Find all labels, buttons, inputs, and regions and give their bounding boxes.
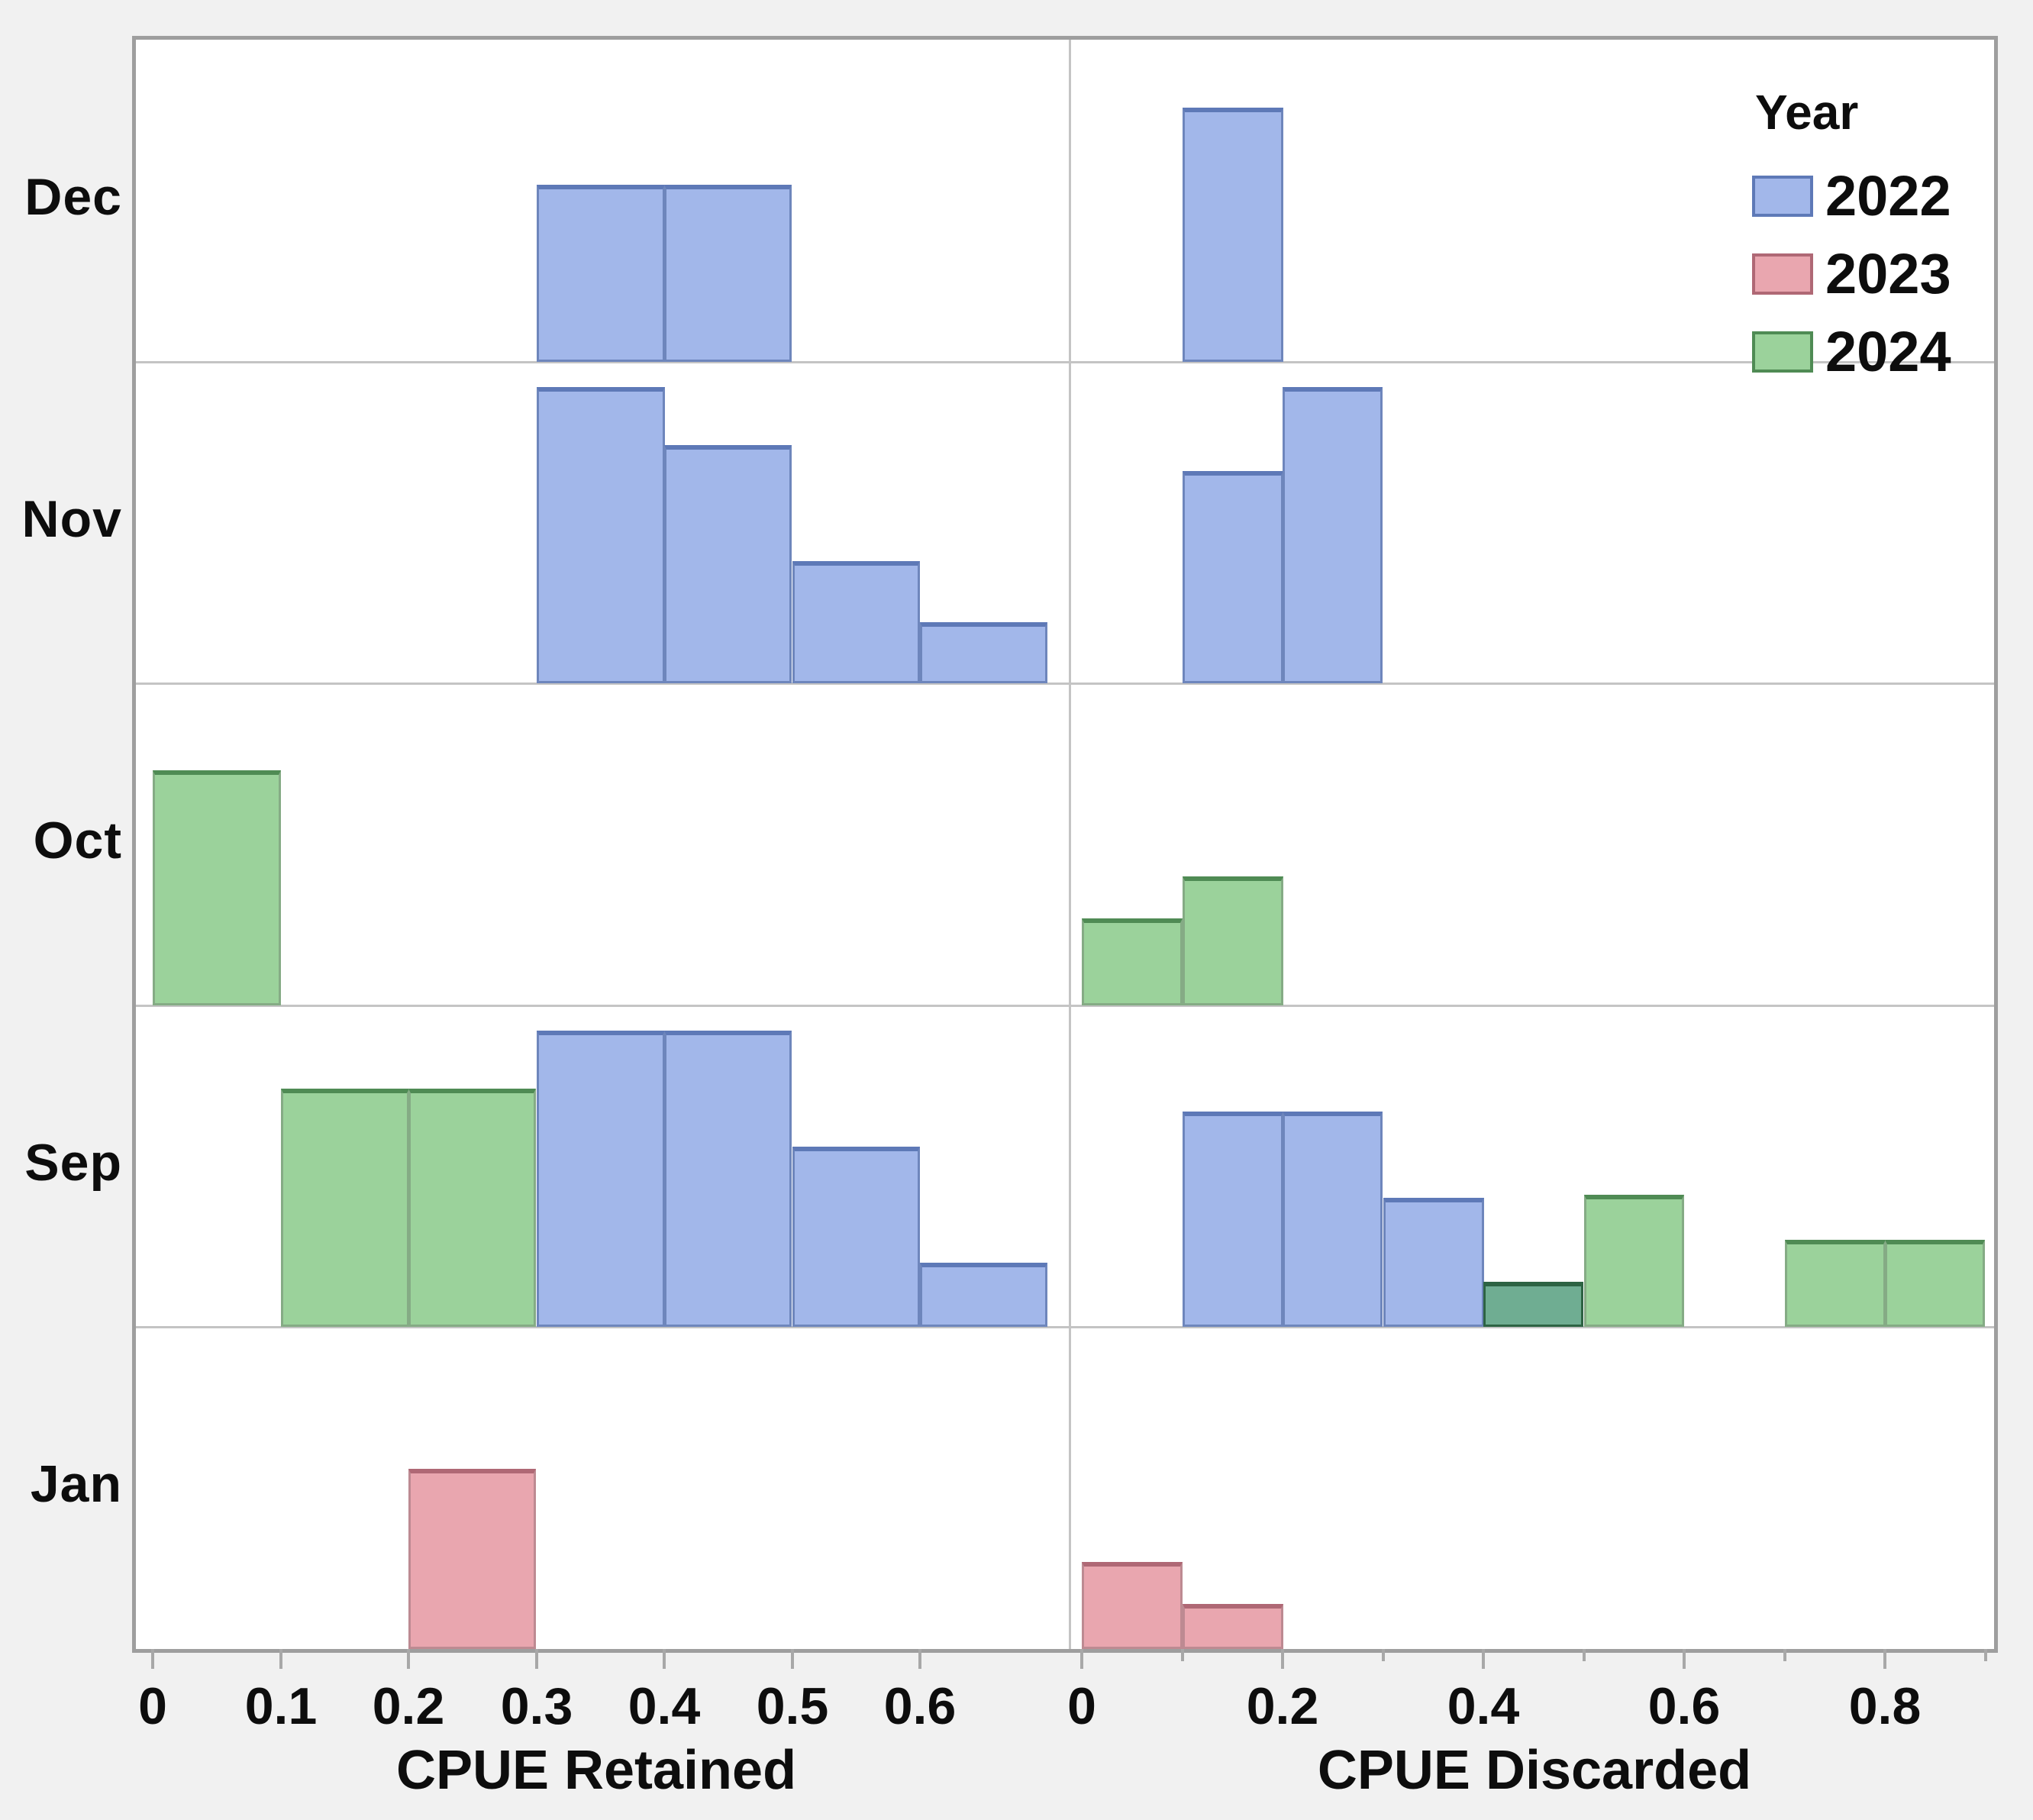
minor-tick-discarded-0.7: [1783, 1649, 1786, 1661]
histogram-bar-nov-discarded-0.1[interactable]: [1183, 471, 1283, 683]
legend-swatch-2023: [1752, 253, 1813, 295]
tick-label-discarded-0: 0: [1067, 1677, 1096, 1735]
histogram-bar-nov-discarded-0.2[interactable]: [1283, 387, 1383, 683]
tick-label-discarded-0.2: 0.2: [1246, 1677, 1319, 1735]
month-label-oct: Oct: [33, 812, 122, 870]
tick-retained-0.3: [535, 1649, 538, 1669]
histogram-bar-oct-discarded-0.1[interactable]: [1183, 876, 1283, 1005]
legend-swatch-2024: [1752, 331, 1813, 373]
tick-label-discarded-0.6: 0.6: [1647, 1677, 1721, 1735]
tick-label-discarded-0.4: 0.4: [1447, 1677, 1520, 1735]
tick-label-retained-0.5: 0.5: [756, 1677, 829, 1735]
histogram-bar-nov-retained-0.5[interactable]: [792, 561, 920, 683]
tick-label-retained-0.4: 0.4: [628, 1677, 701, 1735]
tick-label-retained-0.3: 0.3: [500, 1677, 573, 1735]
tick-retained-0.6: [918, 1649, 921, 1669]
month-label-sep: Sep: [24, 1134, 122, 1192]
plot-area: [132, 36, 1998, 1653]
histogram-bar-sep-retained-0.2[interactable]: [408, 1089, 536, 1327]
histogram-bar-sep-discarded-0.3[interactable]: [1383, 1198, 1484, 1327]
histogram-bar-sep-discarded-0.7[interactable]: [1785, 1240, 1886, 1327]
histogram-bar-sep-retained-0.1[interactable]: [281, 1089, 409, 1327]
legend-label-2023: 2023: [1825, 242, 1951, 305]
histogram-bar-sep-retained-0.4[interactable]: [664, 1031, 792, 1327]
histogram-bar-oct-retained-0[interactable]: [153, 770, 281, 1005]
x-axis-title-retained: CPUE Retained: [395, 1740, 797, 1801]
legend-item-2024[interactable]: 2024: [1752, 324, 1951, 380]
histogram-bar-sep-retained-0.3[interactable]: [537, 1031, 665, 1327]
histogram-bar-sep-retained-0.5[interactable]: [792, 1147, 920, 1327]
facet-row-separator: [136, 1005, 1994, 1007]
panel-divider: [1069, 40, 1071, 1649]
tick-retained-0.5: [791, 1649, 794, 1669]
histogram-bar-sep-discarded-0.8[interactable]: [1885, 1240, 1985, 1327]
month-label-nov: Nov: [21, 490, 122, 548]
month-label-dec: Dec: [24, 168, 122, 226]
legend-label-2022: 2022: [1825, 164, 1951, 228]
histogram-bar-jan-retained-0.2[interactable]: [408, 1469, 536, 1649]
x-axis-title-discarded: CPUE Discarded: [1317, 1740, 1752, 1801]
histogram-bar-jan-discarded-0[interactable]: [1082, 1562, 1183, 1649]
histogram-bar-dec-discarded-0.1[interactable]: [1183, 108, 1283, 362]
histogram-bar-jan-discarded-0.1[interactable]: [1183, 1604, 1283, 1649]
histogram-bar-nov-retained-0.6[interactable]: [920, 622, 1047, 683]
tick-label-discarded-0.8: 0.8: [1848, 1677, 1922, 1735]
tick-retained-0.4: [663, 1649, 666, 1669]
tick-label-retained-0.6: 0.6: [883, 1677, 957, 1735]
histogram-bar-oct-discarded-0[interactable]: [1082, 918, 1183, 1005]
tick-label-retained-0: 0: [138, 1677, 167, 1735]
legend-item-2023[interactable]: 2023: [1752, 246, 1951, 302]
tick-discarded-0.2: [1281, 1649, 1284, 1669]
tick-retained-0: [151, 1649, 154, 1669]
minor-tick-discarded-0.9: [1984, 1649, 1987, 1661]
legend-item-2022[interactable]: 2022: [1752, 168, 1951, 224]
tick-label-retained-0.1: 0.1: [244, 1677, 318, 1735]
legend-swatch-2022: [1752, 176, 1813, 217]
month-label-jan: Jan: [30, 1455, 122, 1513]
histogram-bar-sep-discarded-0.2[interactable]: [1283, 1112, 1383, 1327]
tick-discarded-0.4: [1482, 1649, 1485, 1669]
facet-row-separator: [136, 361, 1994, 363]
histogram-bar-dec-retained-0.3[interactable]: [537, 185, 665, 362]
histogram-bar-sep-discarded-0.4[interactable]: [1483, 1282, 1583, 1327]
histogram-bar-sep-retained-0.6[interactable]: [920, 1263, 1047, 1327]
tick-label-retained-0.2: 0.2: [372, 1677, 445, 1735]
facet-row-separator: [136, 682, 1994, 685]
legend-label-2024: 2024: [1825, 320, 1951, 383]
facet-row-separator: [136, 1326, 1994, 1328]
legend: Year 2022 2023 2024: [1752, 84, 1951, 402]
minor-tick-discarded-0.1: [1181, 1649, 1184, 1661]
histogram-bar-dec-retained-0.4[interactable]: [664, 185, 792, 362]
legend-title: Year: [1755, 85, 1859, 140]
histogram-bar-sep-discarded-0.1[interactable]: [1183, 1112, 1283, 1327]
histogram-bar-nov-retained-0.3[interactable]: [537, 387, 665, 683]
tick-discarded-0.8: [1883, 1649, 1886, 1669]
histogram-bar-sep-discarded-0.5[interactable]: [1584, 1195, 1684, 1327]
minor-tick-discarded-0.3: [1382, 1649, 1385, 1661]
tick-retained-0.2: [407, 1649, 410, 1669]
tick-discarded-0: [1080, 1649, 1083, 1669]
minor-tick-discarded-0.5: [1583, 1649, 1586, 1661]
histogram-bar-nov-retained-0.4[interactable]: [664, 445, 792, 683]
tick-discarded-0.6: [1683, 1649, 1686, 1669]
tick-retained-0.1: [279, 1649, 282, 1669]
